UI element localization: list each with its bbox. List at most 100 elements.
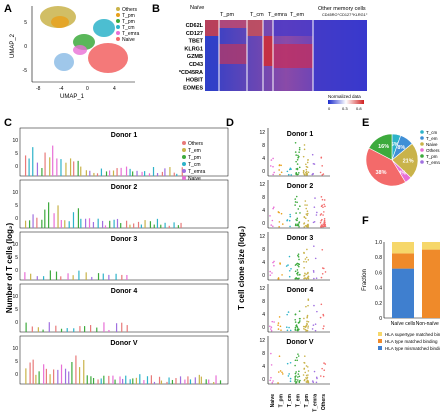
umap-cluster-tcm xyxy=(93,19,115,37)
heatmap-block xyxy=(273,20,313,36)
y-tick: 0 xyxy=(262,377,265,383)
clone-point xyxy=(314,329,317,332)
clone-point xyxy=(294,326,297,329)
clone-bar xyxy=(49,270,51,280)
clone-bar xyxy=(31,326,33,332)
pie-label: 21% xyxy=(403,159,414,165)
legend-item: T_emra xyxy=(426,160,440,165)
clone-point xyxy=(295,160,297,163)
clone-point xyxy=(314,197,316,199)
clone-point xyxy=(269,270,271,273)
clone-point xyxy=(306,323,308,326)
clone-bar xyxy=(77,208,80,228)
heatmap-col-label: T_em xyxy=(290,12,304,18)
clone-bar xyxy=(137,221,140,228)
legend-item: T_pm xyxy=(122,19,135,25)
clone-point xyxy=(313,304,315,307)
clone-point xyxy=(306,224,308,227)
category-label: T_em xyxy=(296,393,302,407)
clone-point xyxy=(305,163,307,166)
panel-d-label: D xyxy=(226,117,234,129)
clone-point xyxy=(287,311,290,313)
y-tick: 5 xyxy=(15,307,18,313)
clone-point xyxy=(269,379,271,382)
clone-point xyxy=(305,278,308,280)
heatmap-row-label: HOBIT xyxy=(186,78,204,84)
umap-x-tick: 4 xyxy=(113,86,116,92)
clone-point xyxy=(316,211,318,214)
legend-item: Others xyxy=(188,141,204,147)
clone-bar xyxy=(100,168,103,176)
clone-point xyxy=(288,270,291,272)
heatmap-row-label: CD127 xyxy=(186,31,203,37)
clone-point xyxy=(296,163,299,165)
clone-bar xyxy=(30,273,32,280)
clone-bar xyxy=(97,379,99,384)
clone-bar xyxy=(122,378,124,384)
clone-point xyxy=(321,204,323,207)
clone-point xyxy=(270,328,272,330)
category-label: T_pm xyxy=(279,393,285,407)
clone-bar xyxy=(101,220,104,228)
umap-x-tick: -4 xyxy=(59,86,64,92)
colorbar-tick: 0 xyxy=(328,106,331,111)
umap-legend: Others T_pm T_pm T_cm T_emra Naive xyxy=(116,7,139,43)
clone-point xyxy=(299,320,301,322)
clone-point xyxy=(297,376,299,378)
clone-point xyxy=(296,359,299,362)
y-tick: 12 xyxy=(259,338,265,344)
clone-bar xyxy=(75,355,77,384)
clone-point xyxy=(296,201,298,204)
clone-bar xyxy=(150,375,152,384)
clone-point xyxy=(273,206,275,209)
umap-cluster-extra xyxy=(54,53,74,71)
clone-point xyxy=(289,329,292,332)
clone-bar xyxy=(108,375,110,384)
legend-item: T_pm xyxy=(122,13,135,19)
legend-item: HLA type matched binding xyxy=(385,339,438,344)
bar-segment xyxy=(392,253,414,269)
clone-point xyxy=(306,376,309,379)
clone-point xyxy=(297,322,300,324)
y-tick: 0 xyxy=(15,268,18,274)
clone-bar xyxy=(97,273,100,280)
y-tick: 8 xyxy=(262,351,265,357)
clone-bar xyxy=(171,379,174,384)
clone-point xyxy=(303,274,306,277)
clone-point xyxy=(270,159,273,161)
clone-point xyxy=(289,213,291,216)
clone-point xyxy=(320,196,323,198)
clone-point xyxy=(273,321,275,323)
clone-point xyxy=(295,263,298,265)
pie-label: 5% xyxy=(391,142,399,148)
clone-point xyxy=(298,166,301,169)
clone-point xyxy=(307,223,309,226)
clone-bar xyxy=(213,381,215,384)
clone-point xyxy=(324,271,327,273)
legend-item: T_cm xyxy=(426,130,438,135)
clone-point xyxy=(298,328,300,331)
y-tick: 0 xyxy=(15,372,18,378)
clone-bar xyxy=(161,171,163,176)
clone-point xyxy=(323,219,326,222)
clone-bar xyxy=(143,380,145,384)
clone-bar xyxy=(153,381,156,384)
clone-bar xyxy=(103,322,105,332)
umap-cluster-naive xyxy=(88,43,128,73)
clone-point xyxy=(299,273,301,276)
clone-bar xyxy=(41,219,43,228)
clone-point xyxy=(294,204,296,206)
clone-bar xyxy=(80,166,82,176)
clone-point xyxy=(323,362,325,364)
legend-item: T_emra xyxy=(188,169,205,175)
y-tick: 4 xyxy=(262,156,265,162)
clone-point xyxy=(278,169,280,171)
clone-point xyxy=(281,373,284,375)
donor-title: Donor 3 xyxy=(287,235,314,242)
clone-point xyxy=(272,380,274,382)
y-tick: 0.6 xyxy=(375,270,382,276)
colorbar-tick: 0.3 xyxy=(342,106,348,111)
clone-bar xyxy=(28,158,30,176)
heatmap-block xyxy=(205,20,219,36)
clone-point xyxy=(294,377,296,379)
